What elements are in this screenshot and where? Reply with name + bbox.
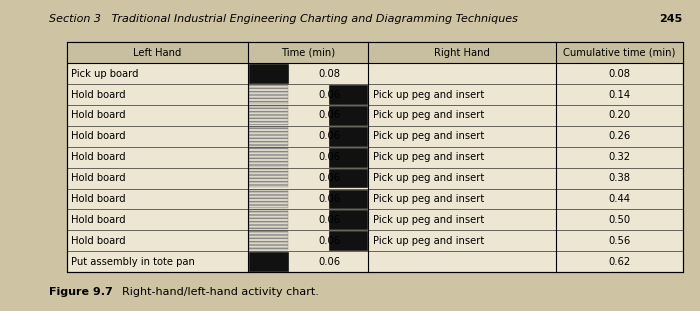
Text: 0.56: 0.56	[608, 236, 631, 246]
Text: 0.08: 0.08	[318, 69, 340, 79]
Text: Hold board: Hold board	[71, 236, 125, 246]
Text: Hold board: Hold board	[71, 110, 125, 120]
Text: 0.62: 0.62	[608, 257, 631, 267]
Text: Put assembly in tote pan: Put assembly in tote pan	[71, 257, 195, 267]
Text: 0.32: 0.32	[608, 152, 631, 162]
Text: Hold board: Hold board	[71, 194, 125, 204]
Text: Right Hand: Right Hand	[434, 48, 490, 58]
Text: Pick up peg and insert: Pick up peg and insert	[372, 152, 484, 162]
Text: 0.06: 0.06	[318, 236, 340, 246]
Text: Pick up peg and insert: Pick up peg and insert	[372, 110, 484, 120]
Text: Hold board: Hold board	[71, 131, 125, 141]
Text: Pick up peg and insert: Pick up peg and insert	[372, 173, 484, 183]
Text: 0.20: 0.20	[608, 110, 631, 120]
Text: Hold board: Hold board	[71, 90, 125, 100]
Text: 0.44: 0.44	[608, 194, 631, 204]
Text: 0.06: 0.06	[318, 152, 340, 162]
Text: 0.50: 0.50	[608, 215, 631, 225]
Text: Pick up peg and insert: Pick up peg and insert	[372, 131, 484, 141]
Text: 0.06: 0.06	[318, 257, 340, 267]
Text: Hold board: Hold board	[71, 173, 125, 183]
Text: Cumulative time (min): Cumulative time (min)	[564, 48, 676, 58]
Text: 0.06: 0.06	[318, 90, 340, 100]
Text: 0.06: 0.06	[318, 131, 340, 141]
Text: 0.26: 0.26	[608, 131, 631, 141]
Text: 0.06: 0.06	[318, 173, 340, 183]
Text: 0.14: 0.14	[608, 90, 631, 100]
Text: Figure 9.7: Figure 9.7	[49, 287, 113, 297]
Text: Pick up peg and insert: Pick up peg and insert	[372, 215, 484, 225]
Text: Left Hand: Left Hand	[133, 48, 181, 58]
Text: 0.06: 0.06	[318, 110, 340, 120]
Text: Section 3   Traditional Industrial Engineering Charting and Diagramming Techniqu: Section 3 Traditional Industrial Enginee…	[49, 14, 518, 24]
Text: 0.06: 0.06	[318, 194, 340, 204]
Text: Pick up peg and insert: Pick up peg and insert	[372, 236, 484, 246]
Text: Pick up peg and insert: Pick up peg and insert	[372, 90, 484, 100]
Text: Hold board: Hold board	[71, 215, 125, 225]
Text: 0.38: 0.38	[608, 173, 631, 183]
Text: 245: 245	[659, 14, 682, 24]
Text: Pick up board: Pick up board	[71, 69, 138, 79]
Text: Pick up peg and insert: Pick up peg and insert	[372, 194, 484, 204]
Text: Hold board: Hold board	[71, 152, 125, 162]
Text: 0.08: 0.08	[608, 69, 631, 79]
Text: 0.06: 0.06	[318, 215, 340, 225]
Text: Time (min): Time (min)	[281, 48, 335, 58]
Text: Right-hand/left-hand activity chart.: Right-hand/left-hand activity chart.	[122, 287, 319, 297]
